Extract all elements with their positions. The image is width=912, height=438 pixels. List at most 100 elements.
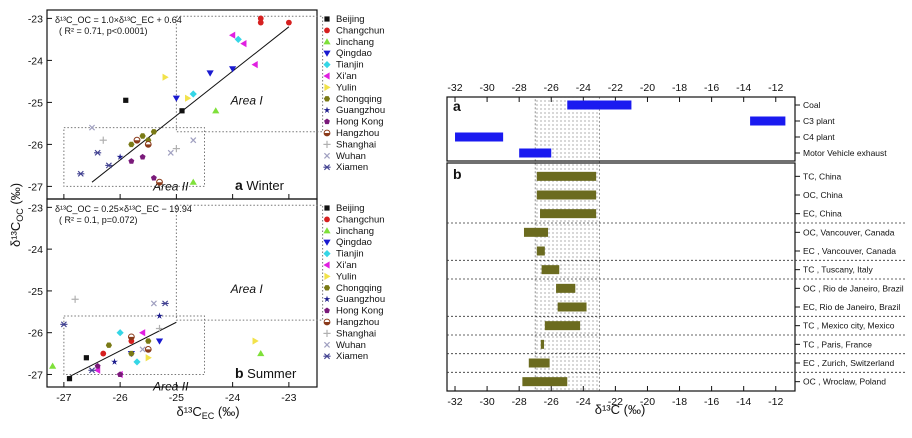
data-point-wuhan: [88, 124, 96, 131]
area-1-box: [175, 15, 324, 133]
measurement-label: TC , Paris, France: [803, 339, 872, 349]
data-point-xi-an: [229, 31, 236, 39]
measurement-label: EC, Rio de Janeiro, Brazil: [803, 302, 900, 312]
area-2-box: [63, 127, 205, 187]
legend-label: Beijing: [336, 14, 365, 25]
data-point-guangzhou: [116, 153, 124, 160]
legend-marker-hangzhou: [323, 318, 331, 326]
source-bar: [519, 148, 552, 158]
data-point-chongqing: [139, 133, 146, 139]
top-tick-label: -20: [640, 82, 655, 94]
data-point-chongqing: [128, 141, 135, 148]
plot-frame: [46, 198, 318, 388]
data-point-qingdao: [172, 95, 180, 102]
data-point-tianjin: [116, 329, 124, 337]
bottom-tick-label: -14: [736, 396, 751, 408]
legend-label: Jinchang: [336, 226, 374, 237]
legend-marker-xi-an: [323, 72, 330, 80]
legend-label: Hong Kong: [336, 306, 384, 317]
legend-marker-shanghai: [323, 140, 331, 148]
legend-label: Qingdao: [336, 237, 372, 248]
legend-label: Hong Kong: [336, 117, 384, 128]
measurement-bar: [541, 265, 560, 275]
x-axis-title: δ¹³CEC (‰): [176, 404, 239, 421]
legend-label: Xiamen: [336, 351, 368, 362]
legend-marker-hong-kong: [324, 307, 330, 314]
data-point-shanghai: [172, 145, 180, 153]
data-point-jinchang: [49, 362, 57, 369]
panel-a-letter: a: [453, 98, 461, 114]
left-scatter-figure: δ¹³COC (‰) δ¹³CEC (‰) Area I Area II -23 -2…: [8, 9, 385, 421]
data-point-hangzhou: [133, 136, 141, 144]
panel-b-frame: [446, 162, 796, 392]
measurement-label: OC , Rio de Janeiro, Brazil: [803, 283, 904, 293]
data-point-xiamen: [88, 367, 96, 374]
measurement-label: EC , Vancouver, Canada: [803, 246, 896, 256]
data-point-guangzhou: [111, 358, 118, 365]
area-1-label: Area I: [230, 94, 264, 108]
legend-label: Hangzhou: [336, 317, 379, 328]
legend-marker-changchun: [324, 27, 330, 34]
regression-equation: δ¹³C_OC = 0.25×δ¹³C_EC − 19.94: [55, 204, 192, 214]
measurement-bar: [540, 339, 545, 349]
data-point-qingdao: [155, 338, 164, 345]
legend-label: Xi'an: [336, 260, 357, 271]
legend-marker-qingdao: [323, 239, 331, 246]
data-point-guangzhou: [156, 312, 163, 319]
legend-label: Changchun: [336, 25, 385, 36]
measurement-label: OC , Wroclaw, Poland: [803, 377, 886, 387]
measurement-label: TC, China: [803, 171, 842, 181]
legend-marker-chongqing: [323, 285, 331, 291]
bottom-tick-label: -30: [479, 396, 494, 408]
x-tick-label: -27: [56, 392, 71, 404]
legend-marker-jinchang: [323, 227, 331, 234]
area-2-label: Area II: [152, 380, 189, 394]
measurement-bar: [536, 190, 597, 200]
legend-marker-xiamen: [323, 164, 331, 171]
data-point-changchun: [257, 15, 264, 22]
y-tick-label: -26: [28, 139, 43, 151]
legend-label: Tianjin: [336, 249, 364, 260]
data-point-yulin: [162, 73, 169, 81]
top-tick-label: -22: [608, 82, 623, 94]
legend-marker-wuhan: [323, 152, 331, 159]
legend-marker-xiamen: [323, 353, 331, 360]
data-point-wuhan: [190, 137, 197, 144]
legend-marker-tianjin: [323, 250, 331, 258]
area-2-box: [63, 315, 205, 375]
measurement-bar: [540, 209, 597, 219]
data-point-hong-kong: [139, 153, 146, 160]
bottom-tick-label: -32: [447, 396, 462, 408]
legend-marker-yulin: [324, 83, 331, 91]
source-bar: [567, 100, 632, 110]
bottom-tick-label: -28: [512, 396, 527, 408]
y-tick-label: -23: [28, 202, 43, 214]
measurement-bar: [544, 321, 581, 331]
y-tick-label: -25: [28, 97, 43, 109]
measurement-bar: [528, 358, 550, 368]
data-point-chongqing: [105, 342, 112, 348]
measurement-label: OC, China: [803, 190, 843, 200]
measurement-bar: [536, 246, 545, 256]
data-point-jinchang: [189, 178, 197, 185]
y-tick-label: -24: [28, 244, 43, 256]
data-point-tianjin: [133, 358, 141, 366]
data-point-yulin: [145, 354, 152, 362]
data-point-changchun: [257, 19, 264, 26]
data-point-xiamen: [105, 162, 113, 169]
measurement-label: OC, Vancouver, Canada: [803, 227, 895, 237]
data-point-shanghai: [99, 136, 107, 144]
data-point-xiamen: [161, 300, 169, 307]
legend-label: Xiamen: [336, 162, 368, 173]
measurement-bar: [556, 283, 576, 293]
regression-stats: ( R² = 0.1, p=0.072): [59, 215, 138, 225]
panel-label: b Summer: [235, 365, 297, 381]
measurement-label: TC , Mexico city, Mexico: [803, 321, 895, 331]
legend-marker-xi-an: [323, 261, 330, 269]
legend-marker-beijing: [324, 205, 330, 211]
data-point-hangzhou: [144, 141, 152, 148]
source-label: C3 plant: [803, 116, 835, 126]
data-point-chongqing: [145, 338, 152, 344]
data-point-tianjin: [234, 35, 242, 43]
